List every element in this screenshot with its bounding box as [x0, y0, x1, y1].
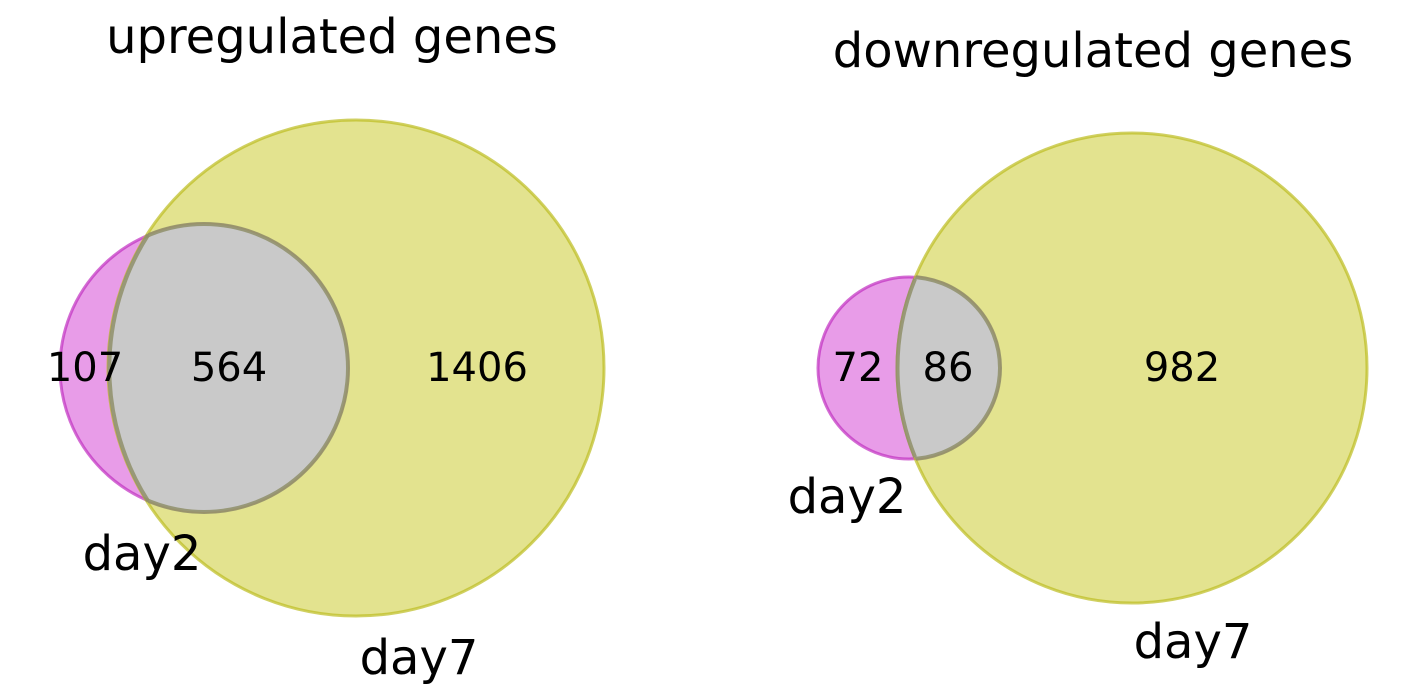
- venn-count-overlap: 564: [191, 345, 267, 391]
- venn-set-label-day2: day2: [83, 526, 202, 582]
- venn-overlap-region: [897, 277, 1000, 459]
- venn-set-label-day2: day2: [788, 469, 907, 525]
- venn-title-downregulated: downregulated genes: [833, 23, 1353, 79]
- venn-title-upregulated: upregulated genes: [106, 9, 558, 65]
- venn-overlap-outline: [108, 222, 350, 514]
- venn-overlap-edge: [895, 278, 917, 458]
- venn-upregulated: upregulated genes 107 564 1406 day2 day7: [47, 9, 606, 686]
- venn-set-label-day7: day7: [1134, 614, 1253, 670]
- venn-downregulated: downregulated genes 72 86 982 day2 day7: [788, 23, 1369, 670]
- venn-count-day2-only: 72: [833, 345, 884, 391]
- venn-count-day2-only: 107: [47, 345, 123, 391]
- venn-count-day7-only: 1406: [426, 345, 528, 391]
- venn-overlap-edge: [107, 233, 150, 503]
- venn-set-label-day7: day7: [360, 630, 479, 686]
- venn-overlap-region: [108, 224, 348, 512]
- venn-count-overlap: 86: [923, 345, 974, 391]
- venn-count-day7-only: 982: [1144, 345, 1220, 391]
